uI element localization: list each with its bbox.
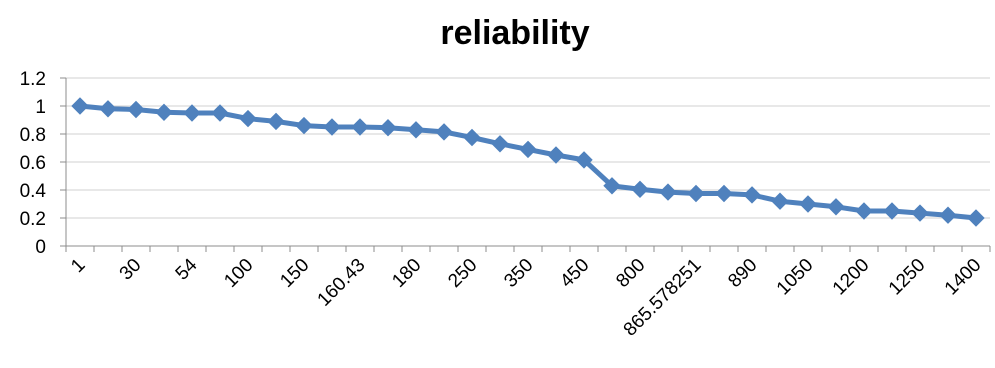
data-point	[603, 177, 621, 195]
data-point	[771, 192, 789, 210]
x-tick-label: 1200	[829, 255, 874, 300]
x-tick-label: 800	[612, 255, 649, 292]
y-tick-label: 0	[35, 237, 46, 258]
data-point	[239, 109, 257, 128]
data-point	[491, 135, 509, 153]
data-point	[883, 202, 901, 220]
x-tick-label: 1400	[941, 255, 986, 300]
data-point	[127, 100, 145, 119]
x-tick-label: 890	[724, 255, 761, 292]
chart-title: reliability	[440, 14, 589, 52]
data-point	[547, 146, 565, 164]
y-tick-labels: 0 0.2 0.4 0.6 0.8 1 1.2	[20, 69, 47, 258]
y-tick-label: 0.6	[20, 153, 46, 174]
data-point	[519, 140, 537, 159]
data-point	[575, 151, 593, 169]
data-point	[323, 118, 341, 136]
data-point	[743, 186, 761, 204]
x-tick-label: 1050	[773, 255, 818, 300]
data-point	[155, 103, 173, 122]
x-tick-label: 100	[220, 255, 257, 292]
data-point	[939, 206, 957, 224]
y-tick-label: 0.8	[20, 125, 46, 146]
x-tick-labels: 1 30 54 100 150 160.43 180 250 350 450 800865.5782…	[67, 254, 985, 340]
data-point	[211, 104, 229, 122]
data-point	[295, 116, 313, 135]
data-point	[267, 112, 285, 131]
x-tick-label: 350	[500, 255, 537, 292]
data-point	[659, 183, 677, 201]
x-tick-label: 250	[444, 255, 481, 292]
data-point	[99, 100, 117, 118]
data-point	[687, 184, 705, 203]
data-point	[71, 97, 89, 115]
x-tick-label: 180	[388, 255, 425, 292]
data-point	[715, 184, 733, 203]
x-tick-label: 30	[116, 255, 146, 285]
y-tick-label: 0.2	[20, 209, 46, 230]
data-point	[799, 195, 817, 213]
x-tick-label: 1250	[885, 255, 930, 300]
data-point	[183, 104, 201, 122]
data-point	[631, 180, 649, 199]
y-tick-label: 1	[35, 97, 46, 118]
x-tick-label: 54	[172, 254, 202, 284]
x-tick-label: 450	[556, 255, 593, 292]
data-point	[855, 202, 873, 220]
data-point	[435, 123, 453, 141]
y-tick-label: 1.2	[20, 69, 46, 90]
x-tick-label: 1	[67, 255, 89, 277]
data-point	[827, 198, 845, 216]
x-tick-label: 160.43	[314, 255, 370, 311]
series-layer	[71, 97, 985, 227]
axes	[60, 77, 991, 252]
data-point	[379, 118, 397, 137]
data-point	[351, 118, 369, 136]
data-point	[463, 128, 481, 147]
x-tick-label: 150	[276, 255, 313, 292]
data-point	[911, 204, 929, 222]
data-point	[967, 209, 985, 227]
y-tick-label: 0.4	[20, 181, 47, 202]
data-point	[407, 121, 425, 139]
